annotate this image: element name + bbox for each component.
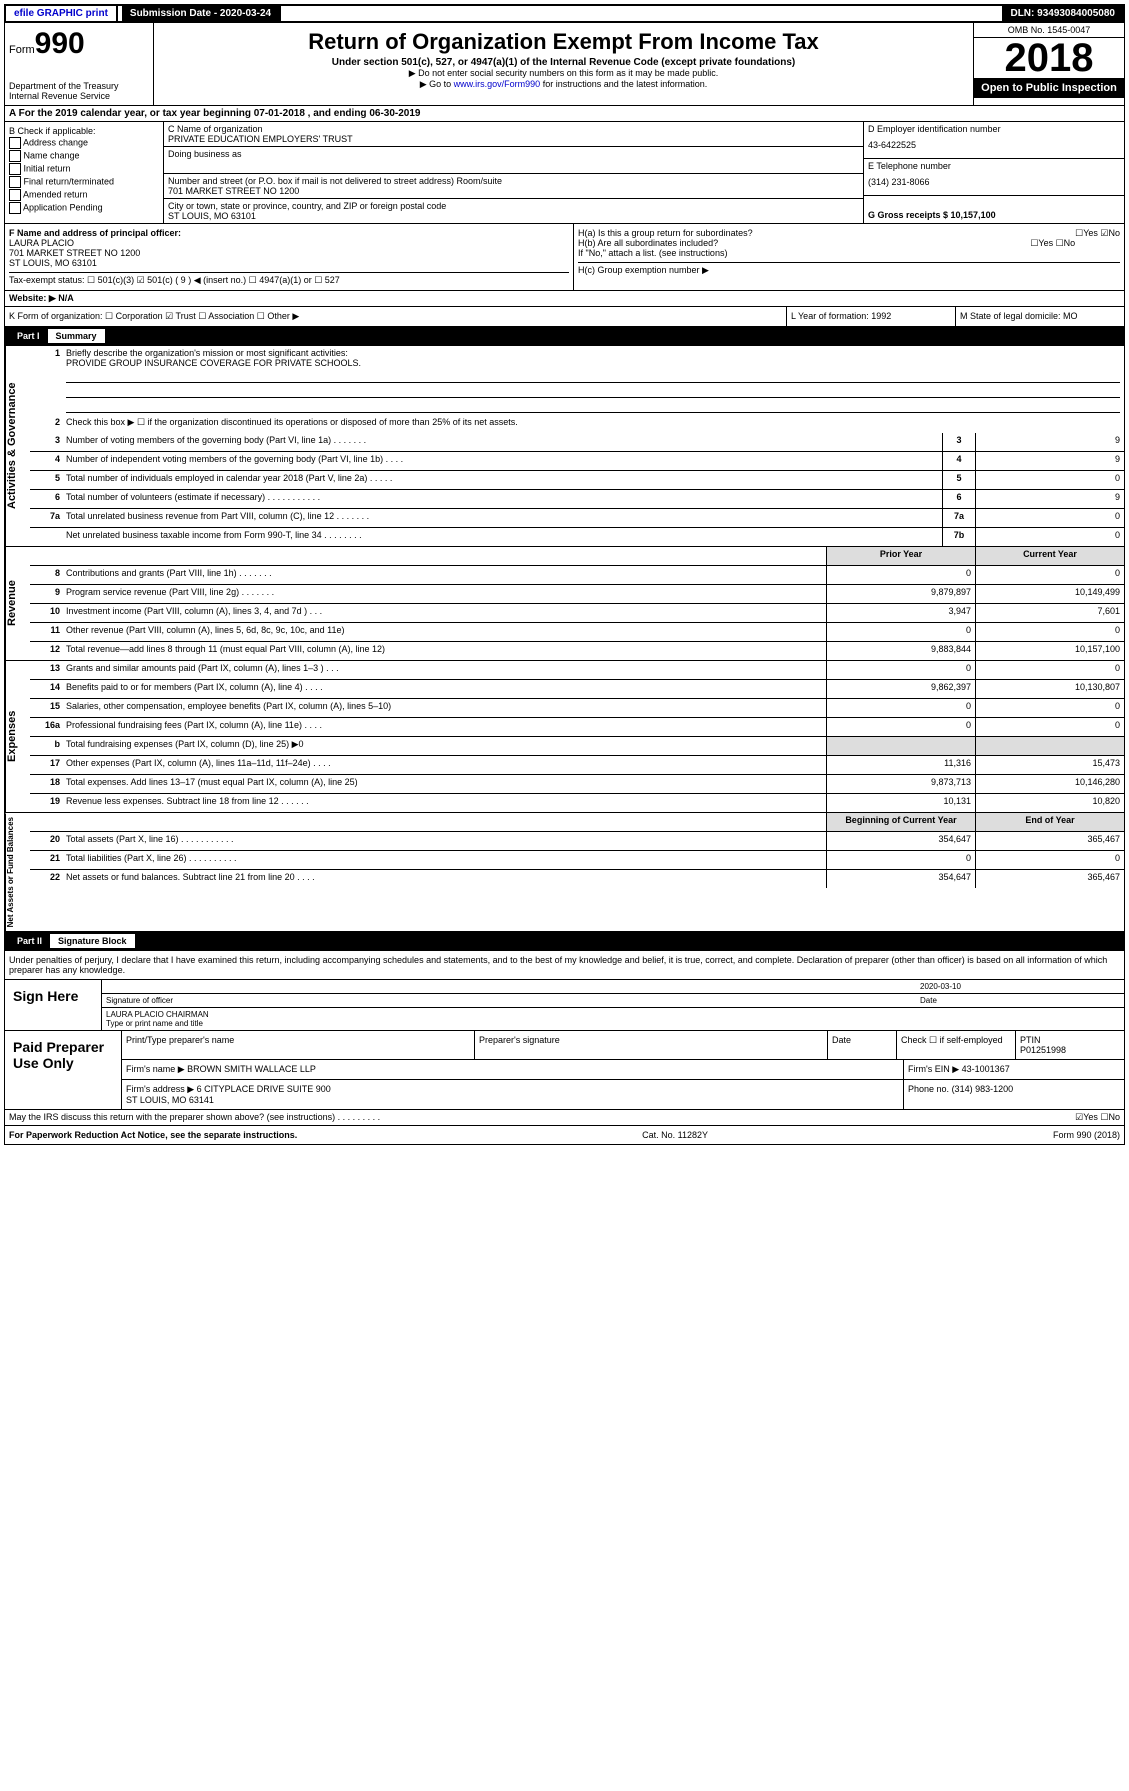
- ptin: P01251998: [1020, 1045, 1066, 1055]
- form-title: Return of Organization Exempt From Incom…: [158, 29, 969, 55]
- chk-final-return[interactable]: Final return/terminated: [9, 176, 159, 188]
- table-row: 19 Revenue less expenses. Subtract line …: [30, 794, 1124, 812]
- row-l-year: L Year of formation: 1992: [787, 307, 956, 326]
- col-de: D Employer identification number 43-6422…: [864, 122, 1124, 223]
- section-netassets: Net Assets or Fund Balances Beginning of…: [4, 813, 1125, 932]
- officer-name: LAURA PLACIO: [9, 238, 74, 248]
- table-row: 22 Net assets or fund balances. Subtract…: [30, 870, 1124, 888]
- note-ssn: ▶ Do not enter social security numbers o…: [158, 68, 969, 79]
- section-revenue: Revenue Prior Year Current Year 8 Contri…: [4, 547, 1125, 661]
- dept-label: Department of the Treasury Internal Reve…: [9, 81, 149, 101]
- chk-initial-return[interactable]: Initial return: [9, 163, 159, 175]
- section-expenses: Expenses 13 Grants and similar amounts p…: [4, 661, 1125, 813]
- table-row: 9 Program service revenue (Part VIII, li…: [30, 585, 1124, 604]
- efile-link[interactable]: efile GRAPHIC print: [6, 6, 118, 21]
- part1-header: Part I Summary: [4, 327, 1125, 346]
- form-header: Form990 Department of the Treasury Inter…: [4, 23, 1125, 106]
- submission-date: Submission Date - 2020-03-24: [122, 6, 281, 21]
- open-public-badge: Open to Public Inspection: [974, 78, 1124, 98]
- signature-block: Under penalties of perjury, I declare th…: [4, 951, 1125, 1031]
- officer-addr: 701 MARKET STREET NO 1200 ST LOUIS, MO 6…: [9, 248, 140, 268]
- telephone: (314) 231-8066: [868, 171, 1120, 193]
- form-subtitle: Under section 501(c), 527, or 4947(a)(1)…: [158, 57, 969, 68]
- tax-year: 2018: [974, 38, 1124, 78]
- ein-value: 43-6422525: [868, 134, 1120, 156]
- table-row: 16a Professional fundraising fees (Part …: [30, 718, 1124, 737]
- row-j-website: Website: ▶ N/A: [4, 291, 1125, 307]
- table-row: 12 Total revenue—add lines 8 through 11 …: [30, 642, 1124, 660]
- side-revenue: Revenue: [5, 547, 30, 660]
- table-row: Net unrelated business taxable income fr…: [30, 528, 1124, 546]
- section-governance: Activities & Governance 1 Briefly descri…: [4, 346, 1125, 547]
- table-row: 13 Grants and similar amounts paid (Part…: [30, 661, 1124, 680]
- dln: DLN: 93493084005080: [1002, 6, 1123, 21]
- chk-address-change[interactable]: Address change: [9, 137, 159, 149]
- sig-date: 2020-03-10: [920, 982, 1120, 991]
- table-row: 5 Total number of individuals employed i…: [30, 471, 1124, 490]
- side-netassets: Net Assets or Fund Balances: [5, 813, 30, 931]
- hc-group: H(c) Group exemption number ▶: [578, 262, 1120, 276]
- table-row: 8 Contributions and grants (Part VIII, l…: [30, 566, 1124, 585]
- irs-link[interactable]: www.irs.gov/Form990: [454, 79, 541, 89]
- gross-receipts: G Gross receipts $ 10,157,100: [868, 210, 996, 220]
- table-row: b Total fundraising expenses (Part IX, c…: [30, 737, 1124, 756]
- row-k-form-org: K Form of organization: ☐ Corporation ☑ …: [5, 307, 787, 326]
- paid-label: Paid Preparer Use Only: [5, 1031, 122, 1109]
- discuss-answer: ☑Yes ☐No: [1075, 1112, 1120, 1123]
- block-bcd: B Check if applicable: Address change Na…: [4, 122, 1125, 224]
- side-governance: Activities & Governance: [5, 346, 30, 546]
- firm-name: BROWN SMITH WALLACE LLP: [187, 1064, 316, 1074]
- table-row: 17 Other expenses (Part IX, column (A), …: [30, 756, 1124, 775]
- hb-answer: ☐Yes ☐No: [1030, 238, 1075, 249]
- note-link: ▶ Go to www.irs.gov/Form990 for instruct…: [158, 79, 969, 90]
- firm-ein: 43-1001367: [962, 1064, 1010, 1074]
- table-row: 4 Number of independent voting members o…: [30, 452, 1124, 471]
- part2-header: Part II Signature Block: [4, 932, 1125, 951]
- org-name: PRIVATE EDUCATION EMPLOYERS' TRUST: [168, 134, 859, 144]
- table-row: 3 Number of voting members of the govern…: [30, 433, 1124, 452]
- table-row: 21 Total liabilities (Part X, line 26) .…: [30, 851, 1124, 870]
- sign-here-label: Sign Here: [5, 980, 102, 1030]
- row-a-period: A For the 2019 calendar year, or tax yea…: [4, 106, 1125, 122]
- row-fh: F Name and address of principal officer:…: [4, 224, 1125, 291]
- row-klm: K Form of organization: ☐ Corporation ☑ …: [4, 307, 1125, 327]
- org-city: ST LOUIS, MO 63101: [168, 211, 859, 221]
- officer-printed: LAURA PLACIO CHAIRMAN: [106, 1010, 1120, 1019]
- row-i-status: Tax-exempt status: ☐ 501(c)(3) ☑ 501(c) …: [9, 272, 569, 286]
- table-row: 20 Total assets (Part X, line 16) . . . …: [30, 832, 1124, 851]
- table-row: 11 Other revenue (Part VIII, column (A),…: [30, 623, 1124, 642]
- table-row: 18 Total expenses. Add lines 13–17 (must…: [30, 775, 1124, 794]
- table-row: 6 Total number of volunteers (estimate i…: [30, 490, 1124, 509]
- table-row: 15 Salaries, other compensation, employe…: [30, 699, 1124, 718]
- table-row: 7a Total unrelated business revenue from…: [30, 509, 1124, 528]
- mission-text: PROVIDE GROUP INSURANCE COVERAGE FOR PRI…: [66, 358, 361, 368]
- table-row: 10 Investment income (Part VIII, column …: [30, 604, 1124, 623]
- chk-amended[interactable]: Amended return: [9, 189, 159, 201]
- org-address: 701 MARKET STREET NO 1200: [168, 186, 859, 196]
- side-expenses: Expenses: [5, 661, 30, 812]
- table-row: 14 Benefits paid to or for members (Part…: [30, 680, 1124, 699]
- chk-app-pending[interactable]: Application Pending: [9, 202, 159, 214]
- discuss-row: May the IRS discuss this return with the…: [4, 1110, 1125, 1126]
- top-bar: efile GRAPHIC print Submission Date - 20…: [4, 4, 1125, 23]
- paid-preparer: Paid Preparer Use Only Print/Type prepar…: [4, 1031, 1125, 1110]
- perjury-text: Under penalties of perjury, I declare th…: [5, 951, 1124, 979]
- col-c-org: C Name of organization PRIVATE EDUCATION…: [164, 122, 864, 223]
- page-footer: For Paperwork Reduction Act Notice, see …: [4, 1126, 1125, 1145]
- firm-phone: (314) 983-1200: [952, 1084, 1014, 1094]
- ha-answer: ☐Yes ☑No: [1075, 228, 1120, 239]
- form-number: Form990: [9, 27, 149, 61]
- row-m-state: M State of legal domicile: MO: [956, 307, 1124, 326]
- col-b-checkboxes: B Check if applicable: Address change Na…: [5, 122, 164, 223]
- chk-name-change[interactable]: Name change: [9, 150, 159, 162]
